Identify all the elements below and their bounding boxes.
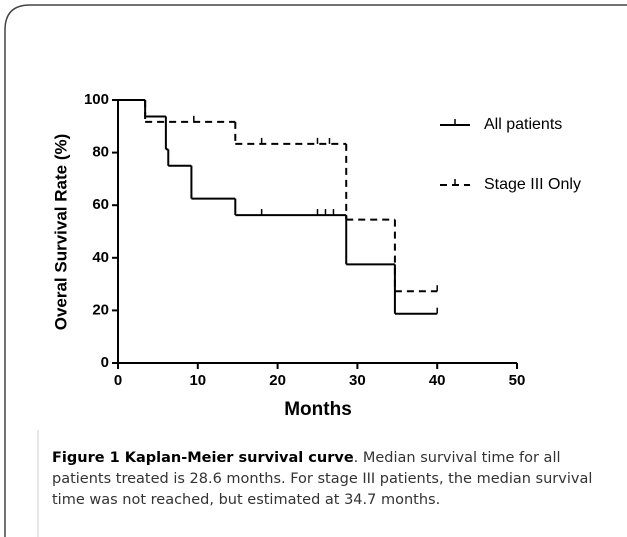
- x-tick-label: 30: [349, 372, 366, 389]
- legend-label: Stage III Only: [484, 176, 581, 193]
- x-axis-label: Months: [284, 399, 352, 420]
- x-tick-label: 0: [114, 372, 122, 389]
- x-tick-label: 40: [429, 372, 446, 389]
- caption-title: Figure 1 Kaplan-Meier survival curve: [52, 450, 354, 466]
- y-tick-label: 40: [92, 249, 109, 266]
- x-tick-label: 50: [509, 372, 526, 389]
- y-tick-label: 60: [92, 196, 109, 213]
- caption: Figure 1 Kaplan-Meier survival curve. Me…: [52, 448, 622, 511]
- y-axis-label: Overal Survival Rate (%): [51, 134, 70, 331]
- x-tick-label: 10: [189, 372, 206, 389]
- caption-text: . Median survival time for all patients …: [52, 450, 593, 508]
- y-tick-label: 20: [92, 301, 109, 318]
- legend-label: All patients: [484, 116, 562, 133]
- y-tick-label: 80: [92, 144, 109, 161]
- y-tick-label: 0: [101, 354, 109, 371]
- x-tick-label: 20: [269, 372, 286, 389]
- y-tick-label: 100: [84, 91, 109, 108]
- frame: [4, 4, 627, 537]
